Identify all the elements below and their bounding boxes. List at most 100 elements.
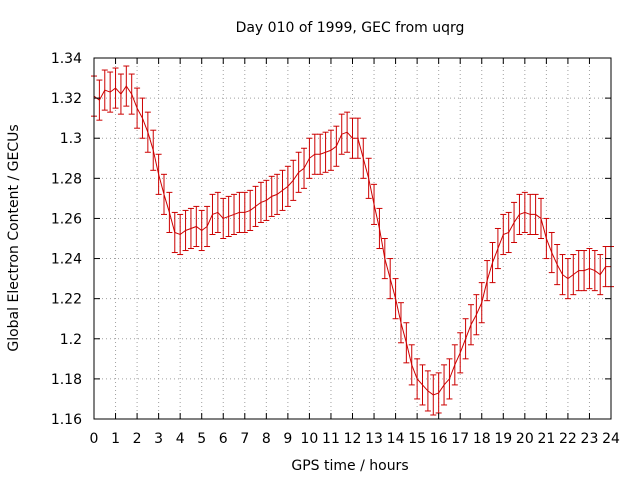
error-bar [602, 246, 609, 288]
x-tick-label: 9 [283, 431, 292, 447]
error-bar [322, 131, 329, 173]
x-tick-label: 6 [219, 431, 228, 447]
error-bar [403, 322, 410, 364]
x-tick-label: 3 [154, 431, 163, 447]
x-tick-label: 15 [408, 431, 426, 447]
error-bar [494, 227, 501, 270]
error-bar [521, 191, 528, 233]
error-bar [559, 254, 566, 296]
error-bar [117, 73, 124, 115]
error-bar [516, 193, 523, 235]
error-bar [408, 344, 415, 386]
error-bar [96, 79, 103, 121]
error-bar [139, 97, 146, 139]
error-bar [279, 169, 286, 211]
error-bar [500, 213, 507, 256]
error-bar [532, 193, 539, 235]
error-bar [338, 113, 345, 155]
x-axis-label: GPS time / hours [291, 458, 408, 474]
error-bar [354, 117, 361, 159]
x-tick-label: 18 [473, 431, 491, 447]
error-bar [451, 344, 458, 386]
error-bar [473, 294, 480, 336]
error-bar [182, 209, 189, 252]
error-bar [144, 111, 151, 153]
error-bar [166, 191, 173, 233]
x-tick-label: 22 [559, 431, 577, 447]
error-bar [586, 248, 593, 290]
error-bar [128, 73, 135, 115]
error-bar [478, 282, 485, 324]
error-bar [505, 211, 512, 254]
x-tick-label: 16 [430, 431, 448, 447]
x-tick-label: 14 [387, 431, 405, 447]
x-tick-label: 8 [262, 431, 271, 447]
error-bar [570, 254, 577, 296]
x-tick-label: 11 [322, 431, 340, 447]
error-bar [241, 191, 248, 233]
error-bar [311, 133, 318, 175]
axis-ticks: 0 1 2 3 4 5 6 7 8 9 10 11 12 13 14 15 16 17 18 19 20 21 22 23 24… [51, 51, 620, 447]
error-bar [161, 173, 168, 215]
error-bar [462, 318, 469, 360]
error-bar [371, 183, 378, 225]
error-bar [581, 250, 588, 292]
x-tick-label: 17 [451, 431, 469, 447]
error-bar [414, 358, 421, 400]
error-bar [236, 191, 243, 233]
error-bar [537, 197, 544, 239]
error-bar [187, 207, 194, 250]
error-bar [263, 179, 270, 221]
x-tick-label: 24 [602, 431, 620, 447]
error-bar [214, 191, 221, 233]
error-bar [231, 193, 238, 235]
grid-lines [94, 58, 611, 419]
x-tick-label: 7 [240, 431, 249, 447]
error-bar [527, 193, 534, 235]
error-bar [134, 87, 141, 129]
error-bar [435, 372, 442, 414]
error-bar [554, 244, 561, 286]
x-tick-label: 21 [537, 431, 555, 447]
error-bar [467, 304, 474, 346]
error-bar [511, 201, 518, 244]
y-tick-label: 1.16 [51, 412, 82, 428]
error-bar [193, 205, 200, 248]
x-tick-label: 10 [301, 431, 319, 447]
y-tick-label: 1.32 [51, 91, 82, 107]
error-bar [575, 250, 582, 292]
y-tick-label: 1.18 [51, 372, 82, 388]
error-bar [365, 157, 372, 199]
error-bar [349, 117, 356, 159]
error-bar [220, 197, 227, 239]
x-tick-label: 2 [133, 431, 142, 447]
error-bar [387, 258, 394, 300]
error-bar [317, 133, 324, 175]
error-bar [177, 213, 184, 256]
y-tick-label: 1.28 [51, 171, 82, 187]
error-bar [295, 151, 302, 193]
x-tick-label: 0 [90, 431, 99, 447]
error-bar [107, 71, 114, 113]
error-bar [252, 185, 259, 227]
error-bar [268, 175, 275, 217]
error-bar [484, 260, 491, 302]
y-tick-label: 1.24 [51, 252, 82, 268]
error-bar [360, 137, 367, 179]
x-tick-label: 13 [365, 431, 383, 447]
error-bar [424, 370, 431, 412]
error-bar [564, 258, 571, 300]
error-bar [150, 129, 157, 171]
error-bar [198, 209, 205, 252]
error-bar [290, 159, 297, 201]
error-bar [446, 358, 453, 400]
error-bar [209, 193, 216, 235]
data-series [91, 65, 614, 416]
error-bar [457, 332, 464, 374]
x-tick-label: 5 [197, 431, 206, 447]
y-tick-label: 1.26 [51, 211, 82, 227]
error-bar [225, 195, 232, 237]
error-bar [597, 254, 604, 296]
error-bar [392, 278, 399, 320]
